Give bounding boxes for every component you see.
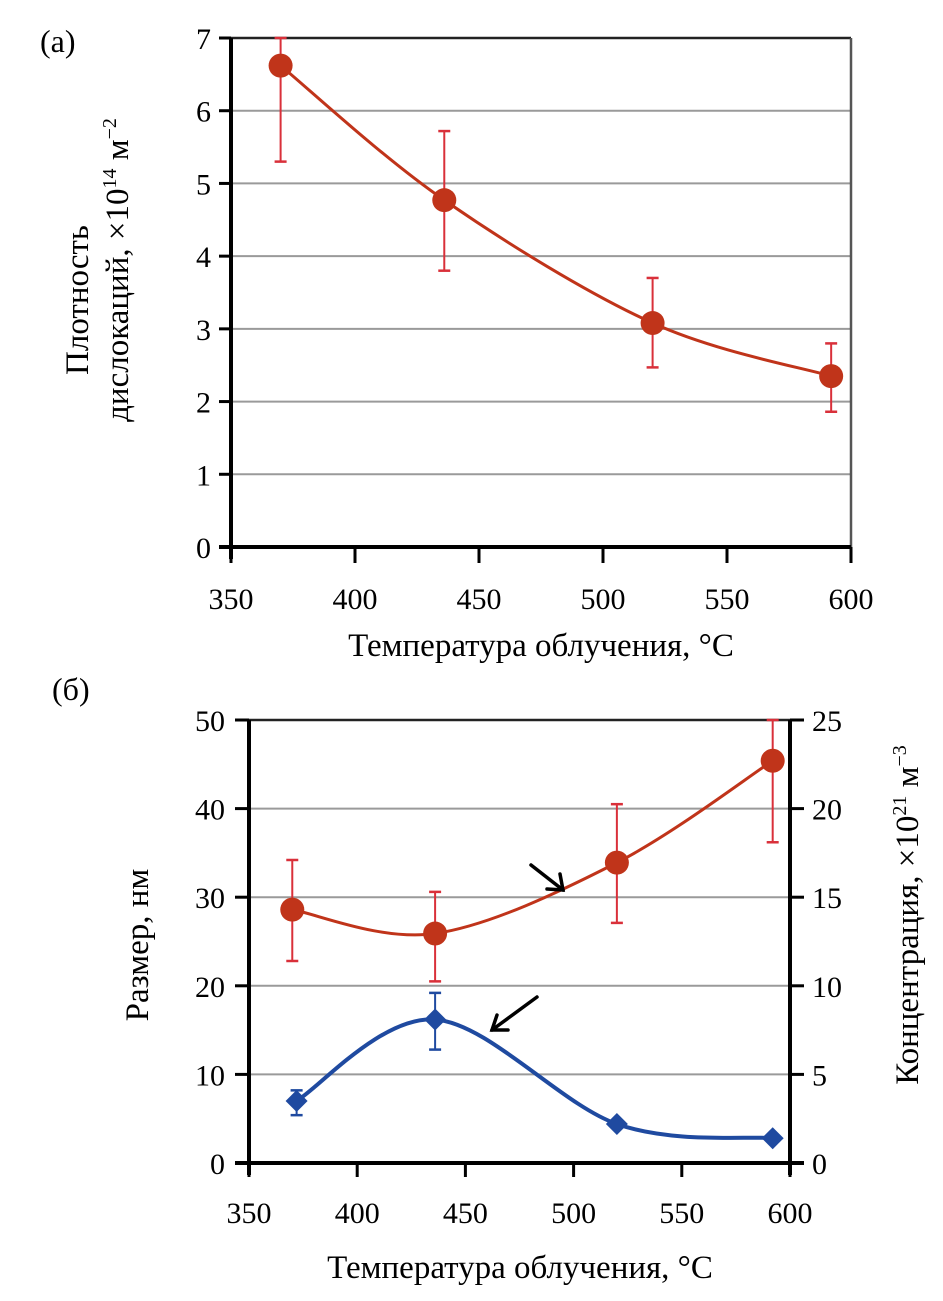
y-tick-label-a: 5 bbox=[196, 168, 211, 201]
y-tick-label-left-b: 20 bbox=[195, 971, 225, 1004]
series-b-concentration-point bbox=[285, 1089, 308, 1112]
y-tick-label-a: 1 bbox=[196, 459, 211, 492]
series-b-size-point bbox=[604, 850, 629, 875]
y-axis-title-right-b-text: Концентрация, ×10 bbox=[890, 816, 926, 1085]
series-b-size-point bbox=[280, 897, 305, 922]
panel-label-a: (a) bbox=[40, 23, 76, 59]
series-b-concentration-curve bbox=[295, 1017, 773, 1141]
y-tick-label-left-b: 40 bbox=[195, 794, 225, 827]
arrow-to-size-curve bbox=[529, 863, 566, 892]
x-tick-label-b: 600 bbox=[768, 1197, 813, 1230]
y-tick-label-right-b: 20 bbox=[812, 794, 842, 827]
x-tick-label-a: 400 bbox=[333, 583, 378, 616]
x-tick-label-a: 350 bbox=[209, 583, 254, 616]
y-axis-title-right-b: Концентрация, ×1021 м−3 bbox=[889, 745, 926, 1085]
series-a-density-point bbox=[640, 311, 665, 336]
x-tick-label-b: 400 bbox=[335, 1197, 380, 1230]
x-axis-title-b: Температура облучения, °C bbox=[327, 1250, 713, 1286]
x-tick-label-b: 450 bbox=[443, 1197, 488, 1230]
series-b-size-curve bbox=[292, 759, 774, 937]
y-axis-title-right-b-unit: м bbox=[890, 766, 926, 795]
x-tick-label-a: 550 bbox=[705, 583, 750, 616]
series-a-density-point bbox=[432, 188, 457, 213]
y-tick-label-a: 2 bbox=[196, 387, 211, 420]
series-a-density-point bbox=[268, 53, 293, 78]
x-tick-label-a: 500 bbox=[581, 583, 626, 616]
series-b-concentration-point bbox=[761, 1127, 784, 1150]
x-axis-title-a: Температура облучения, °C bbox=[348, 628, 734, 664]
y-axis-title-right-b-unit-exp: −3 bbox=[889, 745, 911, 766]
y-axis-title-a-line2: дислокаций, ×1014 м−2 bbox=[99, 118, 136, 422]
y-axis-title-a-exp: 14 bbox=[99, 169, 121, 189]
y-tick-label-a: 3 bbox=[196, 314, 211, 347]
y-tick-label-right-b: 5 bbox=[812, 1059, 827, 1092]
y-axis-title-a-unit-exp: −2 bbox=[99, 118, 121, 139]
x-tick-label-a: 450 bbox=[457, 583, 502, 616]
series-a-density-curve bbox=[279, 64, 832, 378]
y-tick-label-right-b: 15 bbox=[812, 882, 842, 915]
y-axis-title-a-line1: Плотность bbox=[60, 225, 96, 375]
y-tick-label-right-b: 25 bbox=[812, 705, 842, 738]
y-tick-label-left-b: 30 bbox=[195, 882, 225, 915]
y-tick-label-right-b: 0 bbox=[812, 1148, 827, 1181]
y-tick-label-left-b: 10 bbox=[195, 1059, 225, 1092]
y-tick-label-a: 4 bbox=[196, 241, 211, 274]
y-tick-label-a: 0 bbox=[196, 532, 211, 565]
y-axis-title-left-b: Размер, нм bbox=[120, 869, 156, 1022]
y-axis-title-a-text: дислокаций, ×10 bbox=[100, 189, 136, 422]
x-tick-label-b: 550 bbox=[659, 1197, 704, 1230]
series-b-size-point bbox=[423, 921, 448, 946]
series-b-concentration-point bbox=[605, 1113, 628, 1136]
annotation-arrows bbox=[489, 863, 566, 1032]
y-axis-title-a-unit: м bbox=[100, 139, 136, 168]
series-b-concentration-point bbox=[424, 1008, 447, 1031]
y-tick-label-a: 7 bbox=[196, 23, 211, 56]
y-axis-title-right-b-exp: 21 bbox=[889, 796, 911, 816]
y-tick-label-left-b: 0 bbox=[210, 1148, 225, 1181]
series-a-density-point bbox=[819, 364, 844, 389]
x-tick-label-b: 350 bbox=[227, 1197, 272, 1230]
y-tick-label-right-b: 10 bbox=[812, 971, 842, 1004]
panel-label-b: (б) bbox=[52, 671, 90, 707]
arrow-to-concentration-curve bbox=[489, 995, 539, 1032]
x-tick-label-b: 500 bbox=[551, 1197, 596, 1230]
y-tick-label-left-b: 50 bbox=[195, 705, 225, 738]
series-b-size-point bbox=[760, 748, 785, 773]
chart-b: (б) 0 10 20 30 40 50 0 5 10 15 20 25 350 400 450 500 5… bbox=[52, 671, 926, 1286]
chart-a: (a) 0 1 2 3 4 5 6 7 350 400 450 500 550 600 Температ… bbox=[40, 23, 874, 664]
x-tick-label-a: 600 bbox=[829, 583, 874, 616]
y-tick-label-a: 6 bbox=[196, 96, 211, 129]
